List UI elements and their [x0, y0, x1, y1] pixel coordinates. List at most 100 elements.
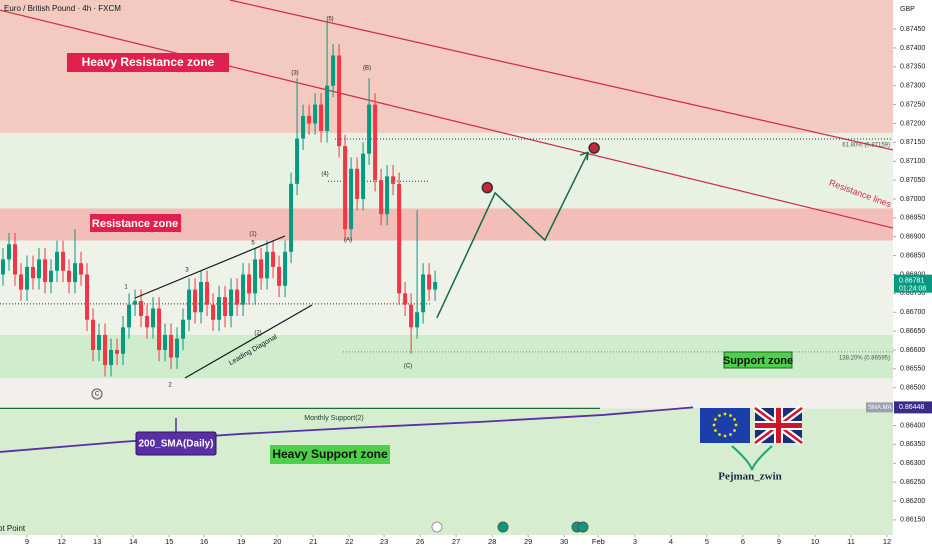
- star: [729, 433, 732, 436]
- candle-body: [205, 282, 210, 305]
- zone-label: Resistance zone: [92, 218, 178, 230]
- candle-body: [139, 300, 144, 317]
- candle-body: [13, 244, 18, 275]
- candle-body: [43, 259, 48, 283]
- event-icon: [497, 521, 509, 533]
- time-axis: [0, 535, 893, 550]
- candle-body: [415, 312, 420, 328]
- candle-body: [187, 289, 192, 320]
- x-tick-label: 16: [200, 537, 208, 546]
- candle-body: [223, 297, 228, 317]
- candle-body: [277, 266, 282, 286]
- candle-body: [253, 259, 258, 294]
- candle-body: [217, 297, 222, 320]
- resistance-line: [0, 9, 894, 229]
- candle-body: [97, 334, 102, 350]
- logo-curve: [731, 445, 773, 471]
- x-tick-label: 3: [633, 537, 637, 546]
- candle-body: [25, 266, 30, 290]
- y-tick-label: 0.86200: [900, 498, 925, 505]
- star: [729, 414, 732, 417]
- candle-body: [163, 334, 168, 350]
- zone-label: Heavy Support zone: [272, 447, 388, 461]
- candle-body: [313, 104, 318, 124]
- candle-body: [229, 289, 234, 317]
- sma-legend-box: [866, 402, 893, 413]
- x-tick-label: 12: [58, 537, 66, 546]
- projection-path: [436, 151, 589, 319]
- wave-label: (A): [344, 238, 352, 244]
- x-tick-label: 12: [883, 537, 891, 546]
- uk-flag: [752, 405, 805, 446]
- zone-label-box: [723, 351, 793, 369]
- sma-legend: SMA:MA: [868, 405, 892, 411]
- resistance-line: [229, 0, 894, 151]
- sma-label: 200_SMA(Daily): [138, 439, 213, 450]
- x-tick-label: 23: [380, 537, 388, 546]
- x-tick-label: 19: [237, 537, 245, 546]
- candle-body: [193, 289, 198, 313]
- candle-body: [301, 115, 306, 139]
- wave-label: C: [95, 392, 100, 398]
- y-tick-label: 0.86950: [900, 215, 925, 222]
- candle-body: [433, 282, 438, 290]
- candle-body: [379, 180, 384, 215]
- candle-body: [247, 274, 252, 294]
- candle-body: [199, 282, 204, 313]
- target-marker: [481, 181, 494, 194]
- candle-body: [157, 308, 162, 350]
- y-tick-label: 0.86500: [900, 385, 925, 392]
- candle-body: [307, 115, 312, 124]
- monthly-support-label: Monthly Support(2): [304, 415, 364, 422]
- candle-body: [103, 334, 108, 366]
- candle-body: [265, 251, 270, 279]
- x-tick-label: 6: [741, 537, 745, 546]
- candle-body: [91, 319, 96, 350]
- last-price: 0.86781: [899, 278, 924, 285]
- candle-body: [85, 274, 90, 320]
- candle-body: [181, 319, 186, 339]
- countdown: 01:24:08: [899, 286, 926, 293]
- y-tick-label: 0.87250: [900, 101, 925, 108]
- x-tick-label: 26: [416, 537, 424, 546]
- event-icon: [431, 521, 443, 533]
- candle-body: [397, 183, 402, 294]
- event-icon: [577, 521, 589, 533]
- candle-body: [373, 104, 378, 181]
- candle-body: [169, 334, 174, 358]
- fib-label: 61.80% (0.87159): [842, 143, 890, 149]
- y-tick-label: 0.87000: [900, 196, 925, 203]
- y-tick-label: 0.86600: [900, 347, 925, 354]
- candle-body: [331, 55, 336, 86]
- target-marker: [588, 142, 600, 154]
- wave-label: 1: [124, 285, 128, 291]
- candle-body: [127, 304, 132, 328]
- wave-label: (4): [321, 172, 328, 178]
- y-tick-label: 0.87300: [900, 83, 925, 90]
- eu-flag: [700, 408, 750, 443]
- y-tick-label: 0.86550: [900, 366, 925, 373]
- x-tick-label: 9: [25, 537, 29, 546]
- sma-line: [0, 406, 694, 453]
- y-tick-label: 0.86900: [900, 234, 925, 241]
- candle-body: [355, 168, 360, 199]
- zone-label-box: [90, 214, 181, 232]
- wave-label: 3: [185, 268, 189, 274]
- sma-badge: [894, 401, 932, 414]
- x-tick-label: 5: [705, 537, 709, 546]
- candle-body: [67, 270, 72, 283]
- candle-body: [175, 338, 180, 358]
- x-tick-label: 20: [273, 537, 281, 546]
- y-tick-label: 0.86700: [900, 309, 925, 316]
- x-tick-label: 13: [93, 537, 101, 546]
- candle-body: [343, 146, 348, 230]
- zone: [0, 132, 893, 209]
- candle-body: [367, 104, 372, 154]
- y-tick-label: 0.86350: [900, 441, 925, 448]
- y-tick-label: 0.87400: [900, 45, 925, 52]
- star: [733, 429, 736, 432]
- candle-body: [325, 85, 330, 132]
- candle-body: [427, 274, 432, 290]
- arrow-head: [579, 151, 589, 161]
